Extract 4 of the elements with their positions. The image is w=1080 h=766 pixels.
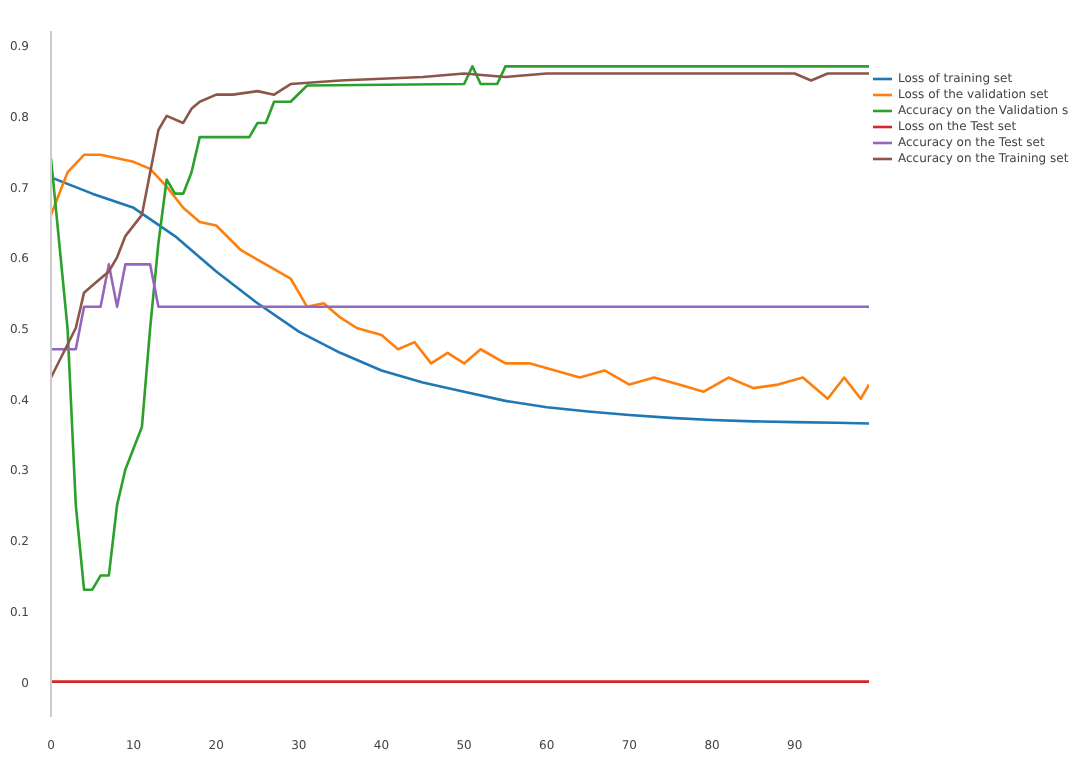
line-series — [51, 176, 869, 425]
line-series — [51, 65, 869, 591]
line-series — [51, 72, 869, 379]
line-series — [51, 153, 869, 401]
